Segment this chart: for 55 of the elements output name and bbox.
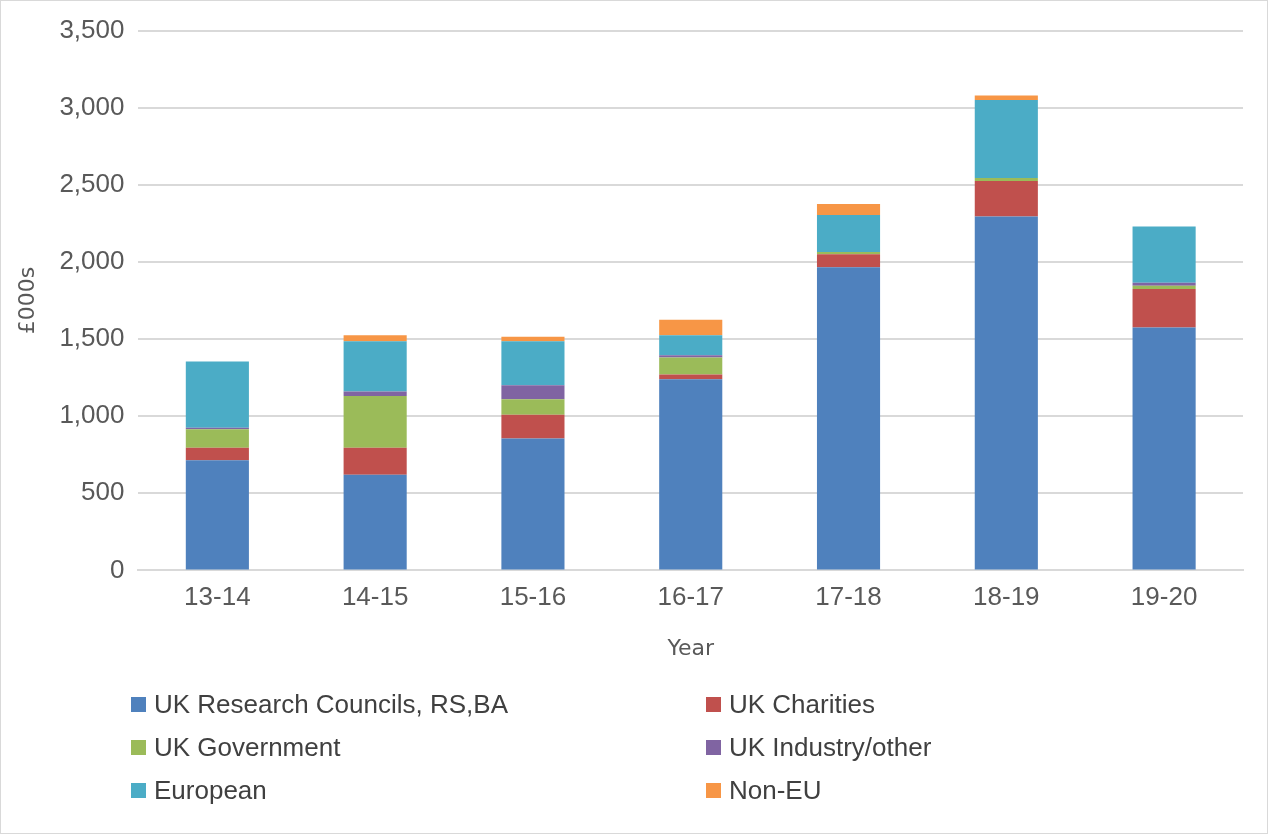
- bar: [659, 355, 723, 358]
- x-tick-label: 16-17: [657, 581, 724, 612]
- x-tick-label: 19-20: [1130, 581, 1198, 612]
- bar: [974, 177, 1038, 181]
- y-axis-title: £000s: [13, 266, 39, 335]
- legend-label: European: [154, 775, 267, 806]
- bar: [501, 438, 565, 570]
- y-tick-label: 0: [109, 553, 125, 584]
- bar: [816, 204, 881, 215]
- bar: [343, 335, 407, 342]
- bar: [816, 267, 881, 570]
- legend-label: UK Research Councils, RS,BA: [154, 689, 509, 720]
- bar: [501, 414, 565, 439]
- bar: [816, 214, 881, 252]
- bar: [974, 95, 1038, 100]
- legend-label: UK Industry/other: [729, 732, 932, 763]
- x-axis-title: Year: [666, 634, 715, 660]
- bar: [343, 396, 407, 448]
- bar: [185, 460, 249, 570]
- bar: [185, 429, 249, 448]
- legend-label: Non-EU: [729, 775, 822, 806]
- bar: [659, 335, 723, 356]
- bar: [974, 100, 1038, 178]
- bar: [1132, 288, 1196, 328]
- bar: [343, 391, 407, 397]
- y-tick-label: 3,000: [59, 90, 125, 121]
- x-tick-label: 15-16: [499, 581, 567, 612]
- x-tick-label: 14-15: [341, 581, 409, 612]
- x-tick-label: 18-19: [973, 581, 1040, 612]
- y-tick-label: 2,000: [59, 245, 125, 276]
- bar: [659, 357, 723, 375]
- y-tick-label: 500: [81, 476, 125, 507]
- y-tick-label: 2,500: [59, 168, 125, 198]
- bar: [185, 361, 249, 428]
- bar: [816, 254, 881, 268]
- bar: [343, 341, 407, 392]
- legend-label: UK Charities: [729, 689, 875, 720]
- bar: [343, 474, 407, 570]
- bar: [659, 319, 723, 336]
- bar: [1132, 327, 1196, 570]
- x-tick-label: 17-18: [815, 581, 882, 612]
- bar: [974, 216, 1038, 570]
- bar: [659, 379, 723, 570]
- x-tick-label: 13-14: [184, 581, 251, 612]
- bar: [501, 399, 565, 415]
- y-tick-label: 3,500: [59, 13, 125, 44]
- bar: [1132, 226, 1196, 283]
- bar: [501, 341, 565, 386]
- y-tick-label: 1,500: [59, 322, 125, 353]
- y-tick-label: 1,000: [59, 399, 125, 430]
- bar: [185, 447, 249, 461]
- bar: [343, 447, 407, 475]
- legend-label: UK Government: [154, 732, 341, 763]
- bar: [974, 180, 1038, 217]
- bar: [501, 385, 565, 400]
